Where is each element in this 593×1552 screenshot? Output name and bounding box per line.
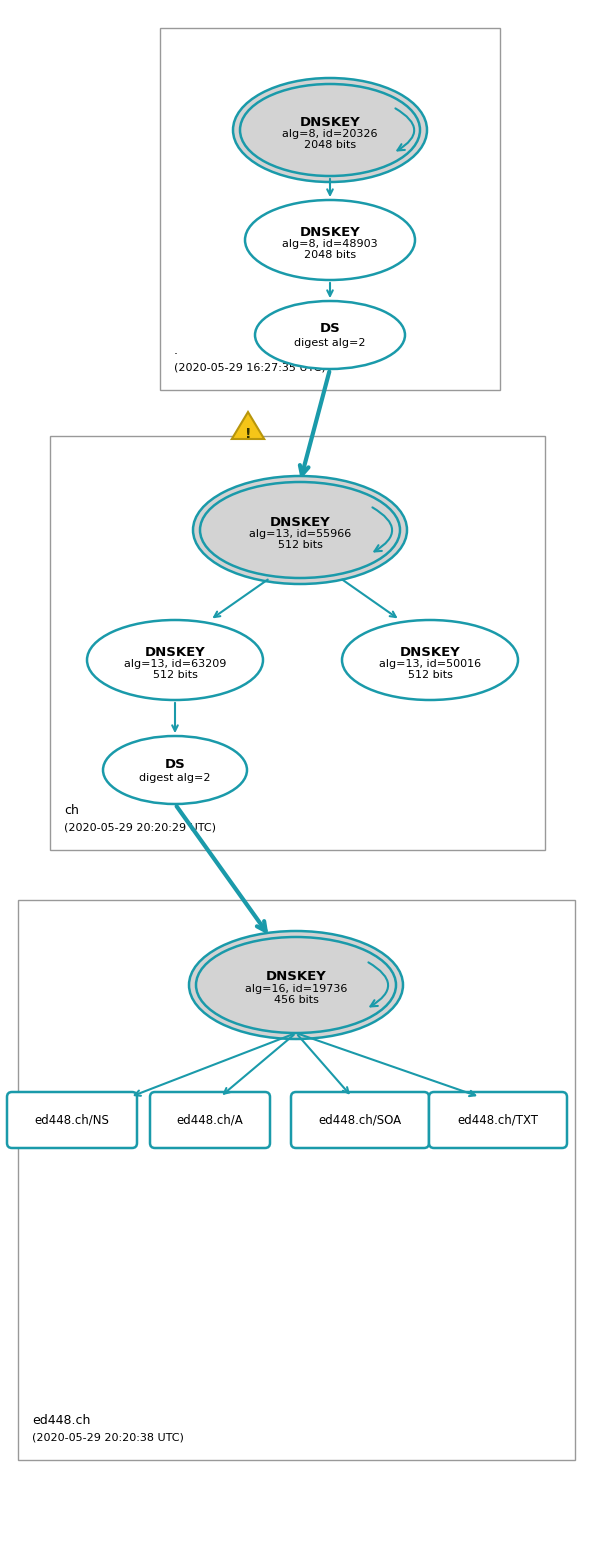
Ellipse shape [193, 476, 407, 584]
Text: (2020-05-29 16:27:35 UTC): (2020-05-29 16:27:35 UTC) [174, 362, 326, 372]
FancyArrowPatch shape [372, 508, 392, 551]
Ellipse shape [255, 301, 405, 369]
FancyArrowPatch shape [396, 109, 415, 151]
Text: DNSKEY: DNSKEY [270, 515, 330, 529]
Text: ed448.ch/TXT: ed448.ch/TXT [458, 1113, 538, 1127]
FancyArrowPatch shape [368, 962, 388, 1006]
Text: 512 bits: 512 bits [278, 540, 323, 549]
Ellipse shape [200, 483, 400, 577]
Ellipse shape [87, 619, 263, 700]
Text: ed448.ch/NS: ed448.ch/NS [34, 1113, 110, 1127]
Text: alg=16, id=19736: alg=16, id=19736 [245, 984, 347, 993]
Text: (2020-05-29 20:20:38 UTC): (2020-05-29 20:20:38 UTC) [32, 1432, 184, 1442]
Text: alg=8, id=48903: alg=8, id=48903 [282, 239, 378, 248]
Text: alg=13, id=63209: alg=13, id=63209 [124, 660, 226, 669]
Text: ch: ch [64, 804, 79, 816]
Ellipse shape [196, 937, 396, 1034]
Ellipse shape [240, 84, 420, 175]
Text: 512 bits: 512 bits [152, 670, 197, 680]
Text: DNSKEY: DNSKEY [299, 225, 361, 239]
Polygon shape [232, 411, 264, 439]
Text: .: . [174, 345, 178, 357]
FancyBboxPatch shape [429, 1093, 567, 1148]
Ellipse shape [103, 736, 247, 804]
Text: digest alg=2: digest alg=2 [139, 773, 211, 784]
Text: DS: DS [165, 757, 186, 770]
Bar [50, 436, 545, 850]
Text: ed448.ch/A: ed448.ch/A [177, 1113, 243, 1127]
Text: 456 bits: 456 bits [273, 995, 318, 1006]
Text: DNSKEY: DNSKEY [145, 646, 205, 658]
Text: DS: DS [320, 323, 340, 335]
Ellipse shape [233, 78, 427, 182]
Text: DNSKEY: DNSKEY [400, 646, 460, 658]
Text: DNSKEY: DNSKEY [266, 970, 326, 984]
Text: 2048 bits: 2048 bits [304, 250, 356, 261]
Bar [18, 900, 575, 1460]
Text: DNSKEY: DNSKEY [299, 115, 361, 129]
Text: digest alg=2: digest alg=2 [294, 338, 366, 348]
Bar [160, 28, 500, 390]
Text: 2048 bits: 2048 bits [304, 140, 356, 151]
Text: !: ! [245, 427, 251, 441]
FancyBboxPatch shape [291, 1093, 429, 1148]
Ellipse shape [189, 931, 403, 1038]
Text: (2020-05-29 20:20:29 UTC): (2020-05-29 20:20:29 UTC) [64, 823, 216, 832]
Text: ed448.ch/SOA: ed448.ch/SOA [318, 1113, 401, 1127]
FancyBboxPatch shape [150, 1093, 270, 1148]
Text: alg=13, id=55966: alg=13, id=55966 [249, 529, 351, 539]
Text: alg=13, id=50016: alg=13, id=50016 [379, 660, 481, 669]
Text: ed448.ch: ed448.ch [32, 1414, 90, 1426]
FancyBboxPatch shape [7, 1093, 137, 1148]
Text: 512 bits: 512 bits [407, 670, 452, 680]
Ellipse shape [245, 200, 415, 279]
Text: alg=8, id=20326: alg=8, id=20326 [282, 129, 378, 140]
Ellipse shape [342, 619, 518, 700]
